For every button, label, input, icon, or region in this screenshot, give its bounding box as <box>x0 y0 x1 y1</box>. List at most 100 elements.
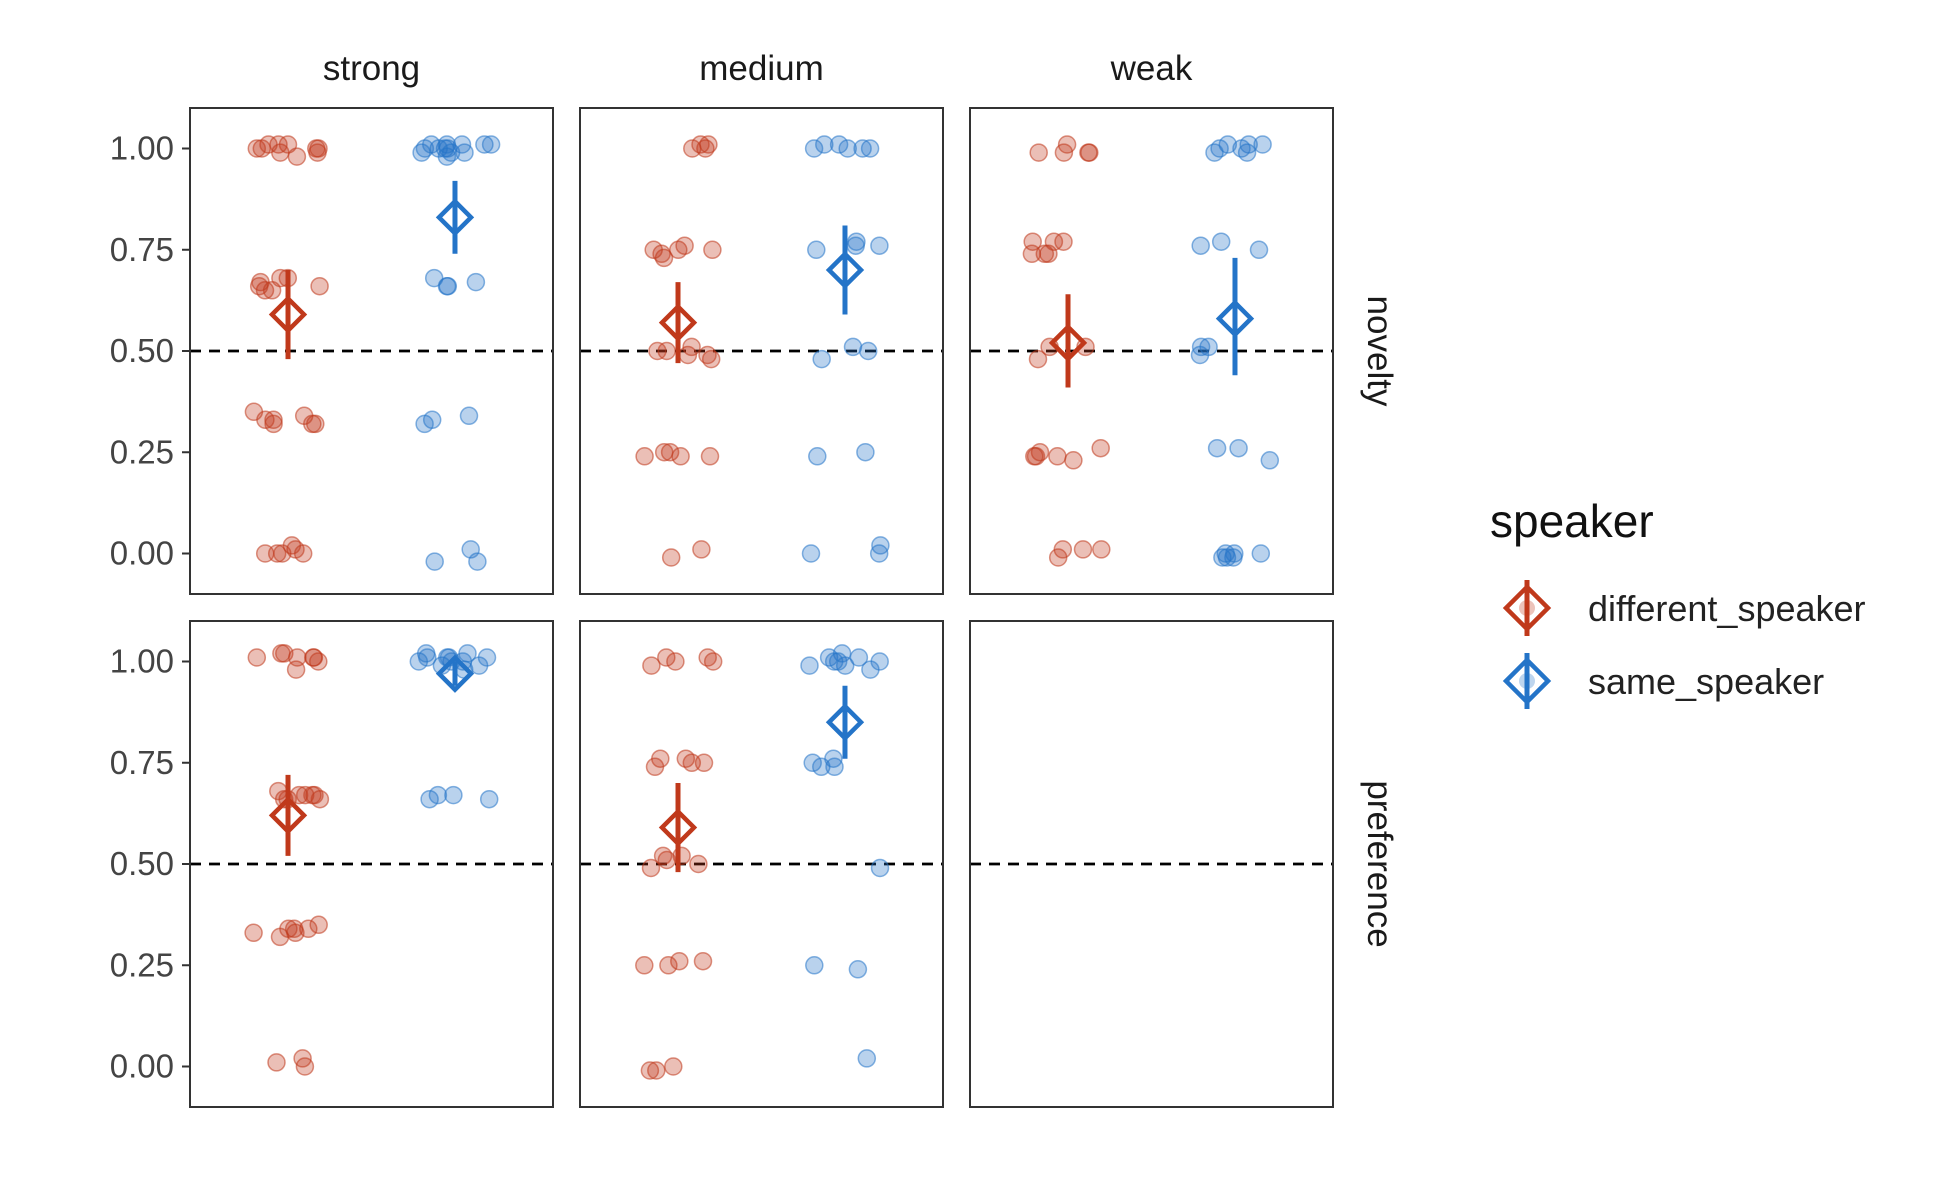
data-point-same_speaker <box>1229 438 1248 458</box>
row-strip-label-preference: preference <box>1360 780 1399 947</box>
data-point-same_speaker <box>1253 135 1272 154</box>
data-point-different_speaker <box>309 652 328 671</box>
legend-title: speaker <box>1490 495 1654 547</box>
legend-entry-same_speaker: same_speaker <box>1502 653 1824 709</box>
y-tick-label: 0.75 <box>110 744 174 781</box>
data-point-different_speaker <box>1048 548 1068 567</box>
data-point-same_speaker <box>412 143 431 162</box>
data-point-same_speaker <box>829 135 849 154</box>
data-point-same_speaker <box>459 406 479 426</box>
data-point-different_speaker <box>1026 447 1046 466</box>
data-point-different_speaker <box>1091 438 1110 458</box>
data-point-different_speaker <box>703 240 722 260</box>
y-tick-label: 0.50 <box>110 845 174 882</box>
y-tick-label: 0.50 <box>110 332 174 369</box>
panels-layer <box>189 107 1334 1108</box>
data-point-different_speaker <box>289 785 309 805</box>
mean-diamond-same_speaker <box>825 703 865 742</box>
panel-novelty-weak <box>969 107 1334 595</box>
data-point-same_speaker <box>869 544 889 563</box>
legend-label-same_speaker: same_speaker <box>1588 661 1824 702</box>
legend: speaker different_speaker same_speaker <box>1490 495 1866 709</box>
data-point-different_speaker <box>1023 232 1042 251</box>
y-tick-label: 0.00 <box>110 535 174 572</box>
data-point-same_speaker <box>849 648 869 667</box>
panel-border <box>579 620 944 1108</box>
mean-diamond-different_speaker <box>268 295 308 334</box>
data-point-different_speaker <box>671 447 690 466</box>
data-point-same_speaker <box>857 1049 877 1068</box>
data-point-different_speaker <box>635 956 654 975</box>
mean-diamond-different_speaker <box>658 808 698 847</box>
data-point-same_speaker <box>1260 451 1280 470</box>
data-point-different_speaker <box>689 854 708 874</box>
data-point-different_speaker <box>647 1061 666 1080</box>
data-point-different_speaker <box>666 652 685 671</box>
data-point-different_speaker <box>1054 143 1074 162</box>
data-point-different_speaker <box>653 846 673 866</box>
legend-entry-different_speaker: different_speaker <box>1502 580 1866 636</box>
data-point-same_speaker <box>420 789 439 809</box>
data-point-different_speaker <box>287 147 307 166</box>
y-tick-label: 1.00 <box>110 130 174 167</box>
data-point-different_speaker <box>682 337 701 357</box>
data-point-different_speaker <box>244 923 263 943</box>
data-point-same_speaker <box>481 135 501 154</box>
y-tick-label: 0.25 <box>110 946 174 983</box>
data-point-same_speaker <box>815 135 834 154</box>
data-point-same_speaker <box>860 139 880 158</box>
mean-diamond-different_speaker <box>658 303 698 342</box>
data-point-same_speaker <box>468 552 487 571</box>
data-point-same_speaker <box>861 660 880 679</box>
data-point-same_speaker <box>858 341 878 361</box>
data-point-same_speaker <box>1207 438 1227 458</box>
data-point-same_speaker <box>808 447 827 466</box>
mean-diamond-same_speaker <box>435 198 475 237</box>
data-point-different_speaker <box>1029 143 1048 162</box>
data-point-different_speaker <box>267 544 287 563</box>
data-point-same_speaker <box>801 544 821 563</box>
data-point-same_speaker <box>1216 544 1235 563</box>
data-point-same_speaker <box>1199 337 1218 357</box>
data-point-different_speaker <box>247 139 267 158</box>
data-point-same_speaker <box>477 648 497 667</box>
data-point-different_speaker <box>1092 540 1111 559</box>
data-point-different_speaker <box>657 648 676 667</box>
data-point-different_speaker <box>269 135 288 154</box>
data-point-same_speaker <box>870 236 889 255</box>
data-point-same_speaker <box>843 337 863 357</box>
panel-border <box>969 107 1334 595</box>
data-point-different_speaker <box>692 540 711 559</box>
data-point-different_speaker <box>295 1057 315 1076</box>
data-point-same_speaker <box>805 956 824 975</box>
data-point-same_speaker <box>425 552 444 571</box>
mean-diamond-same_speaker <box>1215 299 1255 338</box>
y-axis-preference: 0.00 0.25 0.50 0.75 1.00 <box>110 643 190 1085</box>
data-point-different_speaker <box>700 447 720 466</box>
data-point-different_speaker <box>308 143 327 162</box>
y-axis-novelty: 0.00 0.25 0.50 0.75 1.00 <box>110 130 190 572</box>
data-point-different_speaker <box>651 749 670 768</box>
data-point-different_speaker <box>640 1061 660 1080</box>
data-point-different_speaker <box>660 442 680 462</box>
data-point-same_speaker <box>437 147 457 166</box>
data-point-same_speaker <box>479 789 499 809</box>
data-point-different_speaker <box>267 1053 286 1072</box>
data-point-same_speaker <box>428 785 448 805</box>
data-point-different_speaker <box>661 548 681 567</box>
data-point-same_speaker <box>1211 232 1231 251</box>
data-point-different_speaker <box>309 915 328 935</box>
data-point-same_speaker <box>848 960 868 979</box>
y-tick-label: 1.00 <box>110 643 174 680</box>
data-point-different_speaker <box>1048 447 1067 466</box>
data-point-same_speaker <box>803 753 822 773</box>
data-point-different_speaker <box>272 644 291 663</box>
column-strip-label-medium: medium <box>699 49 823 88</box>
data-point-different_speaker <box>703 652 723 671</box>
strip-labels-layer: strong medium weak novelty preference <box>323 49 1399 948</box>
data-point-different_speaker <box>286 923 305 943</box>
data-point-different_speaker <box>310 276 329 296</box>
legend-label-different_speaker: different_speaker <box>1588 588 1866 629</box>
legend-key-point <box>1519 600 1535 616</box>
data-point-different_speaker <box>644 240 663 260</box>
